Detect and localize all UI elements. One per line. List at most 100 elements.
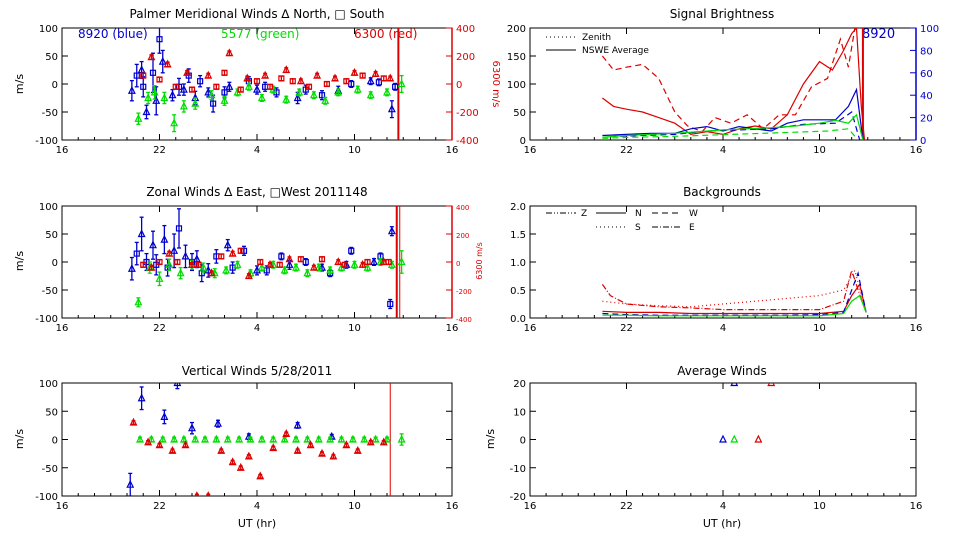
- y-tick-label: -100: [35, 492, 58, 503]
- x-tick-label: 4: [254, 323, 260, 334]
- data-point-triangle: [158, 434, 167, 443]
- data-point-triangle: [326, 265, 335, 274]
- y2-tick-label: 80: [920, 46, 933, 57]
- data-point-triangle: [217, 445, 226, 454]
- series-line: [610, 111, 861, 140]
- data-point-triangle: [160, 93, 169, 102]
- data-point-triangle: [205, 491, 211, 496]
- data-point-triangle: [261, 70, 270, 79]
- data-point-triangle: [127, 263, 136, 272]
- y2-tick-label: 20: [920, 114, 933, 125]
- data-point-triangle: [334, 87, 343, 96]
- data-point-square: [385, 258, 392, 266]
- y2-tick-label: 100: [920, 24, 939, 35]
- data-point-triangle: [314, 434, 323, 443]
- data-point-square: [140, 83, 147, 90]
- y-tick-label: 0: [520, 436, 526, 447]
- x-tick-label: 16: [910, 323, 923, 334]
- data-point-triangle: [386, 73, 395, 82]
- data-point-square: [240, 247, 248, 254]
- y-axis-label: m/s: [13, 429, 26, 449]
- data-point-triangle: [222, 265, 231, 274]
- data-point-square: [175, 83, 183, 90]
- y2-tick-label: 200: [456, 52, 475, 63]
- data-point-triangle: [204, 87, 213, 96]
- data-point-triangle: [360, 434, 369, 443]
- x-tick-label: 16: [56, 323, 69, 334]
- y2-tick-label: -400: [456, 136, 479, 147]
- x-tick-label: 10: [813, 323, 826, 334]
- data-point-triangle: [366, 76, 375, 85]
- data-point-triangle: [191, 98, 200, 107]
- data-point-triangle: [266, 259, 274, 268]
- data-point-triangle: [179, 84, 188, 93]
- y-tick-label: 50: [513, 108, 526, 119]
- x-axis-label: UT (hr): [238, 517, 276, 530]
- data-point-square: [221, 69, 228, 76]
- data-point-square: [149, 69, 157, 76]
- data-point-triangle: [353, 84, 362, 93]
- x-tick-label: 4: [254, 501, 260, 512]
- panel-title: Vertical Winds 5/28/2011: [182, 364, 333, 378]
- data-point-triangle: [165, 259, 174, 268]
- y-tick-label: 50: [45, 230, 58, 241]
- data-point-square: [172, 83, 179, 90]
- data-point-triangle: [293, 93, 302, 102]
- y-tick-label: -10: [510, 464, 526, 475]
- data-point-square: [318, 256, 326, 263]
- y-tick-label: 100: [39, 202, 58, 213]
- data-point-triangle: [280, 434, 289, 443]
- y2-tick-label: 400: [456, 24, 475, 35]
- y2-axis-label: 6300 m/s: [475, 242, 484, 280]
- data-point-triangle: [285, 254, 294, 263]
- data-point-triangle: [176, 268, 185, 277]
- panel-title: Signal Brightness: [670, 7, 775, 21]
- data-point-triangle: [350, 259, 359, 268]
- data-point-triangle: [342, 440, 351, 449]
- data-point-triangle: [318, 448, 326, 457]
- data-point-triangle: [326, 434, 335, 443]
- data-point-triangle: [158, 56, 167, 65]
- data-point-square: [266, 83, 274, 90]
- data-point-square: [197, 78, 204, 85]
- data-point-square: [257, 258, 264, 266]
- data-point-triangle: [244, 81, 253, 90]
- plot-area: [719, 383, 776, 443]
- data-point-triangle: [201, 434, 209, 443]
- y2-tick-label: -200: [456, 288, 472, 296]
- y-tick-label: 0: [52, 80, 58, 91]
- data-point-triangle: [397, 79, 406, 88]
- x-tick-label: 4: [720, 145, 726, 156]
- data-point-triangle: [168, 90, 177, 99]
- x-tick-label: 16: [56, 501, 69, 512]
- legend-s: S: [635, 223, 641, 233]
- panel-zonal: Zonal Winds ∆ East, □West 2011148 m/s 63…: [13, 185, 484, 280]
- data-point-triangle: [331, 73, 339, 82]
- data-point-square: [156, 258, 163, 266]
- y-tick-label: 2.0: [510, 202, 526, 213]
- data-point-triangle: [293, 420, 302, 429]
- data-point-triangle: [350, 67, 359, 76]
- data-point-triangle: [168, 445, 177, 454]
- data-point-triangle: [387, 226, 396, 235]
- plot-area: [601, 268, 867, 317]
- x-tick-label: 16: [910, 501, 923, 512]
- data-point-square: [156, 36, 163, 43]
- data-point-triangle: [228, 457, 237, 466]
- plot-area: [127, 206, 406, 318]
- data-point-triangle: [397, 434, 406, 443]
- data-point-triangle: [303, 268, 312, 277]
- x-tick-label: 22: [153, 145, 166, 156]
- y-tick-label: 150: [507, 52, 526, 63]
- data-point-square: [341, 261, 348, 268]
- data-point-triangle: [334, 257, 343, 266]
- data-point-triangle: [127, 85, 136, 94]
- data-point-triangle: [371, 69, 380, 78]
- x-tick-label: 10: [348, 323, 361, 334]
- data-point-square: [188, 86, 196, 93]
- y-tick-label: 50: [45, 52, 58, 63]
- data-point-square: [195, 261, 202, 268]
- data-point-triangle: [371, 434, 380, 443]
- x-axis-label: UT (hr): [703, 517, 741, 530]
